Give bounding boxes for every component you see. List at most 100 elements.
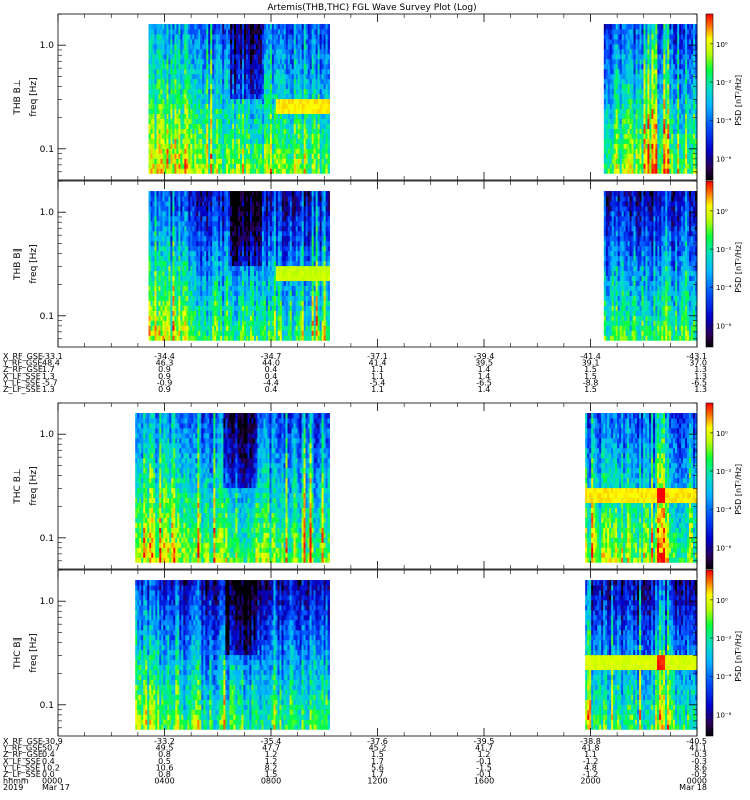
spectro-cell — [178, 143, 181, 149]
spectro-cell — [150, 133, 153, 139]
spectro-cell — [313, 168, 317, 174]
spectro-cell — [291, 93, 295, 100]
spectro-cell — [230, 118, 233, 124]
spectro-cell — [186, 123, 189, 129]
spectro-cell — [216, 103, 219, 110]
spectro-cell — [154, 128, 157, 134]
spectro-cell — [180, 88, 183, 95]
spectro-cell — [222, 98, 225, 105]
spectro-cell — [170, 113, 173, 119]
spectro-cell — [291, 113, 295, 119]
spectro-cell — [190, 118, 193, 124]
spectro-cell — [297, 153, 301, 159]
spectro-cell — [188, 108, 191, 115]
spectro-cell — [246, 108, 249, 115]
spectro-cell — [206, 88, 209, 95]
spectro-cell — [267, 118, 271, 124]
spectro-cell — [283, 118, 287, 124]
spectro-cell — [232, 138, 235, 144]
spectro-cell — [204, 108, 207, 115]
spectro-cell — [188, 148, 191, 154]
spectro-cell — [283, 133, 287, 139]
spectro-cell — [293, 153, 297, 159]
spectro-cell — [295, 133, 299, 139]
spectro-cell — [190, 153, 193, 159]
spectro-cell — [263, 88, 267, 95]
spectro-cell — [319, 123, 323, 129]
spectro-cell — [269, 113, 273, 119]
spectro-cell — [323, 168, 326, 174]
spectro-cell — [156, 103, 159, 110]
spectro-cell — [160, 88, 163, 95]
spectro-cell — [248, 98, 251, 105]
spectro-cell — [269, 93, 273, 100]
spectro-cell — [194, 153, 197, 159]
spectro-cell — [307, 168, 311, 174]
spectro-cell — [152, 168, 155, 174]
spectro-cell — [176, 143, 179, 149]
spectro-cell — [196, 108, 199, 115]
spectro-cell — [323, 138, 326, 144]
spectro-cell — [228, 98, 231, 105]
spectro-cell — [230, 108, 233, 115]
spectro-cell — [188, 93, 191, 100]
spectro-cell — [253, 113, 257, 119]
spectro-cell — [271, 108, 275, 115]
spectro-cell — [293, 168, 297, 174]
spectro-cell — [198, 143, 201, 149]
spectro-cell — [323, 98, 326, 105]
spectro-cell — [273, 168, 277, 174]
spectro-cell — [208, 128, 211, 134]
spectro-cell — [297, 128, 301, 134]
spectro-cell — [315, 108, 319, 115]
spectro-cell — [313, 163, 317, 169]
spectro-cell — [188, 138, 191, 144]
spectro-cell — [172, 113, 175, 119]
spectro-cell — [265, 163, 269, 169]
spectro-cell — [198, 98, 201, 105]
spectro-cell — [327, 118, 330, 124]
spectro-cell — [214, 163, 217, 169]
spectro-cell — [261, 113, 265, 119]
spectro-cell — [303, 93, 307, 100]
spectro-cell — [176, 103, 179, 110]
spectro-cell — [180, 148, 183, 154]
spectro-cell — [218, 143, 221, 149]
spectro-cell — [242, 113, 245, 119]
spectro-cell — [249, 138, 253, 144]
spectro-cell — [166, 148, 169, 154]
spectro-cell — [210, 118, 213, 124]
spectro-cell — [214, 118, 217, 124]
spectro-cell — [323, 163, 326, 169]
spectro-cell — [283, 158, 287, 164]
spectro-cell — [303, 168, 307, 174]
spectro-cell — [148, 143, 151, 149]
spectro-cell — [152, 143, 155, 149]
spectro-cell — [275, 93, 279, 100]
spectro-cell — [162, 163, 165, 169]
spectro-cell — [255, 158, 259, 164]
spectro-cell — [238, 168, 241, 174]
spectro-cell — [160, 163, 163, 169]
spectro-cell — [297, 143, 301, 149]
spectro-cell — [196, 143, 199, 149]
spectro-cell — [178, 158, 181, 164]
spectro-cell — [196, 123, 199, 129]
spectro-cell — [210, 128, 213, 134]
spectro-cell — [309, 103, 313, 110]
spectro-cell — [172, 143, 175, 149]
spectro-cell — [208, 108, 211, 115]
spectro-cell — [230, 168, 233, 174]
spectro-cell — [166, 168, 169, 174]
spectro-cell — [259, 93, 263, 100]
spectro-cell — [150, 118, 153, 124]
spectro-cell — [289, 93, 293, 100]
spectro-cell — [244, 93, 247, 100]
spectro-cell — [216, 148, 219, 154]
spectro-cell — [321, 133, 325, 139]
spectro-cell — [198, 138, 201, 144]
spectro-cell — [327, 305, 330, 311]
spectro-cell — [170, 143, 173, 149]
spectro-cell — [148, 113, 151, 119]
spectro-cell — [160, 138, 163, 144]
